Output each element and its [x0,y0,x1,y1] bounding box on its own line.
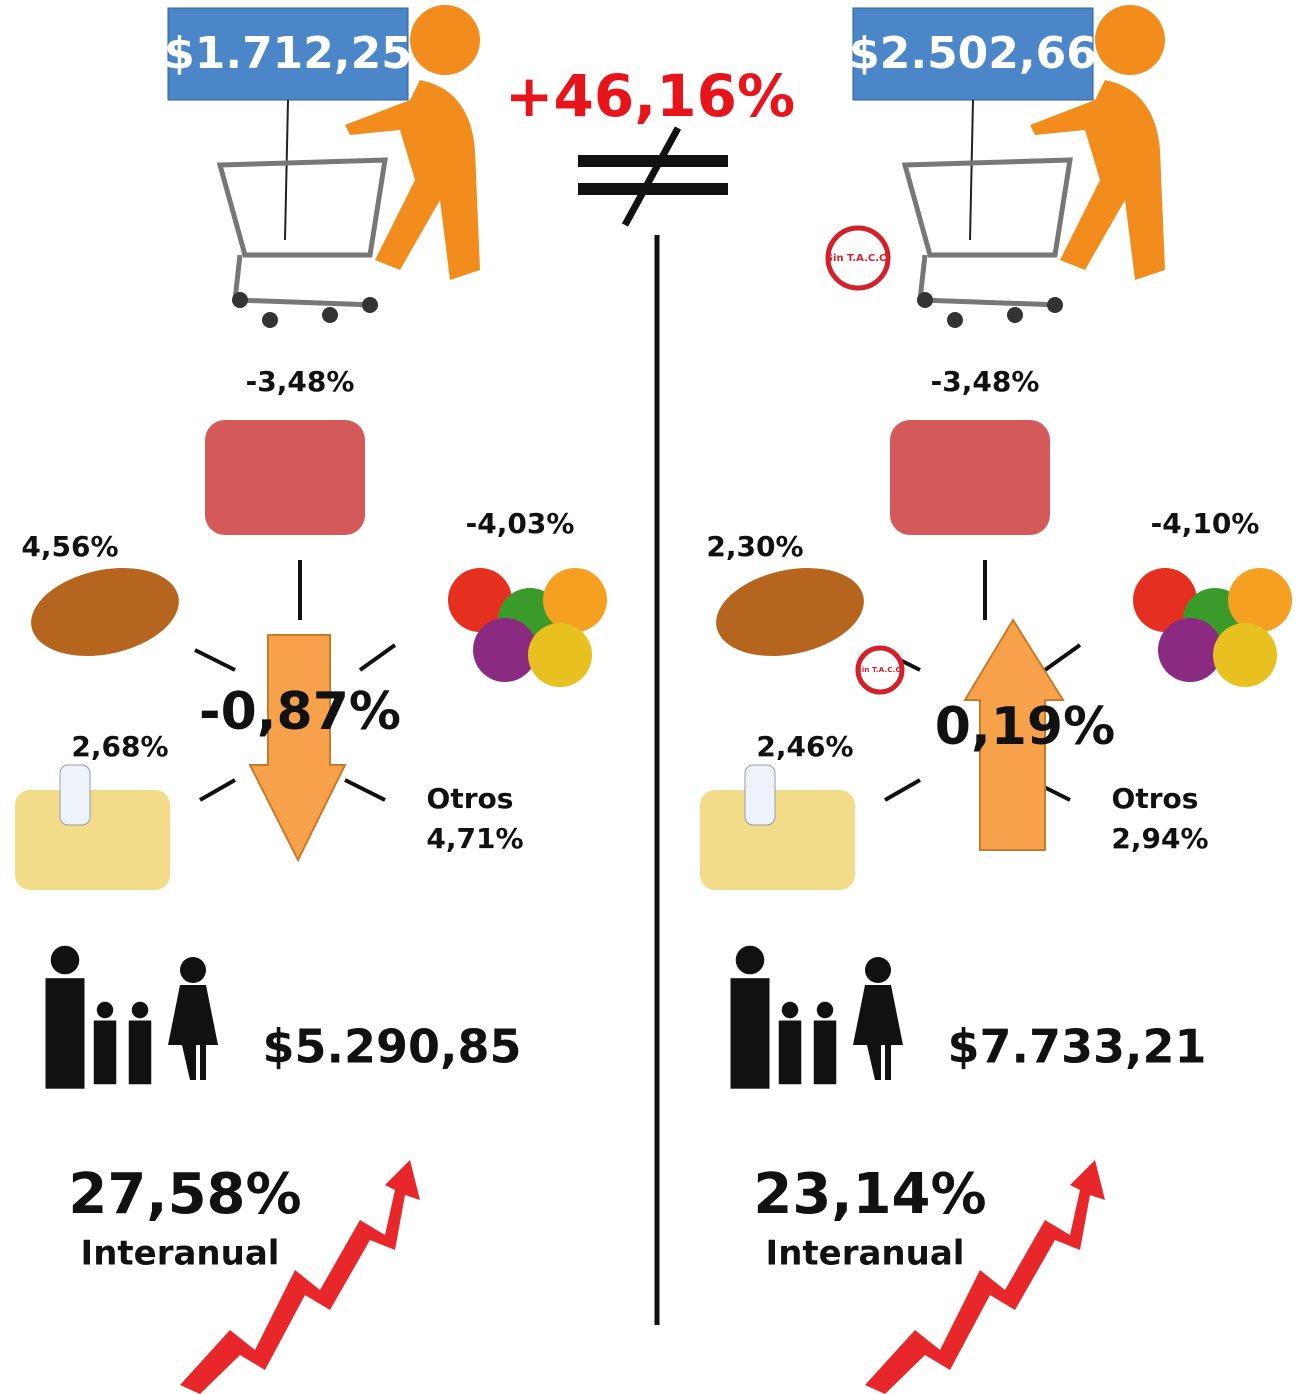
others-label: Otros [1112,782,1199,815]
vegetable [528,623,592,687]
rising-arrow [180,1160,420,1394]
vegetable [1158,618,1222,682]
person [180,957,206,983]
difference: +46,16% [505,62,795,130]
bread-image [716,568,864,656]
milk-bottle [59,764,91,826]
cart-wheel [232,292,248,308]
price-string [284,99,289,241]
person [730,978,770,1089]
bread-change: 4,56% [21,530,118,563]
vegetable [473,618,537,682]
ray [199,778,236,802]
family-cost: $7.733,21 [948,1020,1207,1074]
trend-arrow [248,634,347,863]
cart-wheel [262,312,278,328]
panel: $2.502,66 -3,48% 2,30% -4,10% 2,46% Otros 2,94… [700,5,1292,1394]
panel: $1.712,25 -3,48% 4,56% -4,03% 2,68% Otros 4,71… [15,5,607,1394]
vegetable [1213,623,1277,687]
rising-arrow [865,1160,1105,1394]
milk-bottle [744,764,776,826]
vegetable [1133,568,1197,632]
person-head [1095,5,1165,75]
person-head [410,5,480,75]
ray [344,778,386,802]
bread-image [31,568,179,656]
ray [884,778,921,802]
yearly-change: 23,14% [753,1162,986,1227]
gluten-free-badge [825,225,891,291]
person [813,1020,837,1085]
person [781,1001,799,1019]
dairy-change: 2,46% [756,730,853,763]
person-body [1030,80,1165,280]
cart [901,157,1073,308]
price-string [969,99,974,241]
person [168,985,218,1080]
dairy-image [700,790,855,890]
ray [358,643,397,672]
others-change: 2,94% [1111,822,1208,855]
others-change: 4,71% [426,822,523,855]
basket-price: $1.712,25 [164,28,412,79]
cart-wheel [1047,297,1063,313]
person [96,1001,114,1019]
cart-wheel [322,307,338,323]
person [50,945,80,975]
gluten-free-label: Sin T.A.C.C. [856,665,903,674]
cart-wheel [917,292,933,308]
trend-arrow [963,618,1065,851]
not-equal-sign [578,126,728,227]
meat-change: -3,48% [931,365,1040,398]
person [128,1020,152,1085]
person-body [345,80,480,280]
dairy-change: 2,68% [71,730,168,763]
cart [216,157,388,308]
gluten-free-label: Sin T.A.C.C. [826,253,890,264]
total-change: 0,19% [935,697,1115,757]
meat-image [205,420,365,535]
person [778,1020,802,1085]
meat-change: -3,48% [246,365,355,398]
cart-wheel [1007,307,1023,323]
yearly-change: 27,58% [68,1162,301,1227]
vegetables-change: -4,03% [466,507,575,540]
meat-image [890,420,1050,535]
basket-price: $2.502,66 [849,28,1097,79]
person [816,1001,834,1019]
vegetable [1228,568,1292,632]
others-label: Otros [427,782,514,815]
family-cost: $5.290,85 [263,1020,522,1074]
vegetable [543,568,607,632]
vegetables-change: -4,10% [1151,507,1260,540]
yearly-label: Interanual [766,1234,965,1274]
ray [194,648,236,672]
total-change: -0,87% [199,682,401,742]
person [735,945,765,975]
person [93,1020,117,1085]
bread-change: 2,30% [706,530,803,563]
person [45,978,85,1089]
family-icon [45,945,218,1089]
person [865,957,891,983]
cart-wheel [362,297,378,313]
ray [1043,643,1082,672]
person [853,985,903,1080]
yearly-label: Interanual [81,1234,280,1274]
vegetable [448,568,512,632]
dairy-image [15,790,170,890]
person [131,1001,149,1019]
price-box [852,7,1094,101]
family-icon [730,945,903,1089]
cart-wheel [947,312,963,328]
gluten-free-badge [855,645,905,695]
